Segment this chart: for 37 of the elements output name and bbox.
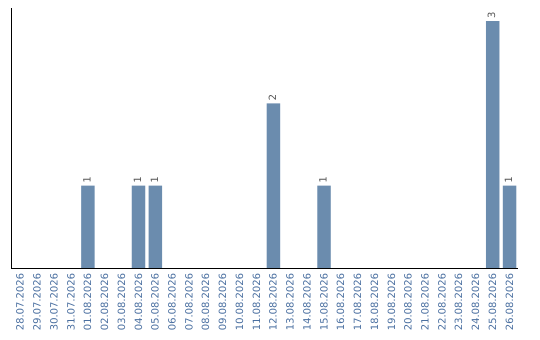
x-tick-label: 23.08.2026 <box>454 273 466 330</box>
x-tick-label: 26.08.2026 <box>504 273 516 330</box>
x-tick-label: 21.08.2026 <box>420 273 432 330</box>
x-tick-label: 01.08.2026 <box>83 273 94 330</box>
x-tick-label: 29.07.2026 <box>32 273 44 330</box>
x-tick-label: 02.08.2026 <box>100 273 112 330</box>
x-tick-label: 07.08.2026 <box>184 273 196 330</box>
x-tick-label: 04.08.2026 <box>134 273 145 330</box>
x-tick-label: 03.08.2026 <box>116 273 128 330</box>
x-tick-label: 28.07.2026 <box>16 273 27 330</box>
x-tick-label: 10.08.2026 <box>234 273 246 330</box>
x-tick-label: 20.08.2026 <box>404 273 415 330</box>
data-label: 1 <box>150 176 161 183</box>
data-label: 1 <box>318 176 330 183</box>
data-label: 1 <box>504 176 516 183</box>
x-tick-label: 30.07.2026 <box>49 273 60 330</box>
data-label: 1 <box>82 176 94 183</box>
x-tick-label: 22.08.2026 <box>437 273 448 330</box>
data-label: 1 <box>133 176 144 183</box>
x-tick-label: 06.08.2026 <box>167 273 178 330</box>
x-tick-label: 13.08.2026 <box>286 273 297 330</box>
x-tick-label: 18.08.2026 <box>370 273 381 330</box>
x-tick-label: 12.08.2026 <box>268 273 280 330</box>
x-tick-label: 14.08.2026 <box>302 273 314 330</box>
x-tick-label: 17.08.2026 <box>353 273 364 330</box>
x-tick-label: 15.08.2026 <box>319 273 330 330</box>
x-tick-label: 24.08.2026 <box>471 273 482 330</box>
x-tick-label: 11.08.2026 <box>252 273 263 330</box>
x-tick-label: 31.07.2026 <box>66 273 78 330</box>
data-label: 2 <box>268 94 279 100</box>
x-tick-label: 19.08.2026 <box>386 273 398 330</box>
x-tick-label: 05.08.2026 <box>150 273 162 330</box>
x-tick-label: 25.08.2026 <box>488 273 499 330</box>
x-tick-label: 09.08.2026 <box>218 273 230 330</box>
x-tick-label: 08.08.2026 <box>201 273 212 330</box>
x-tick-label: 16.08.2026 <box>336 273 348 330</box>
data-label: 3 <box>487 12 498 18</box>
